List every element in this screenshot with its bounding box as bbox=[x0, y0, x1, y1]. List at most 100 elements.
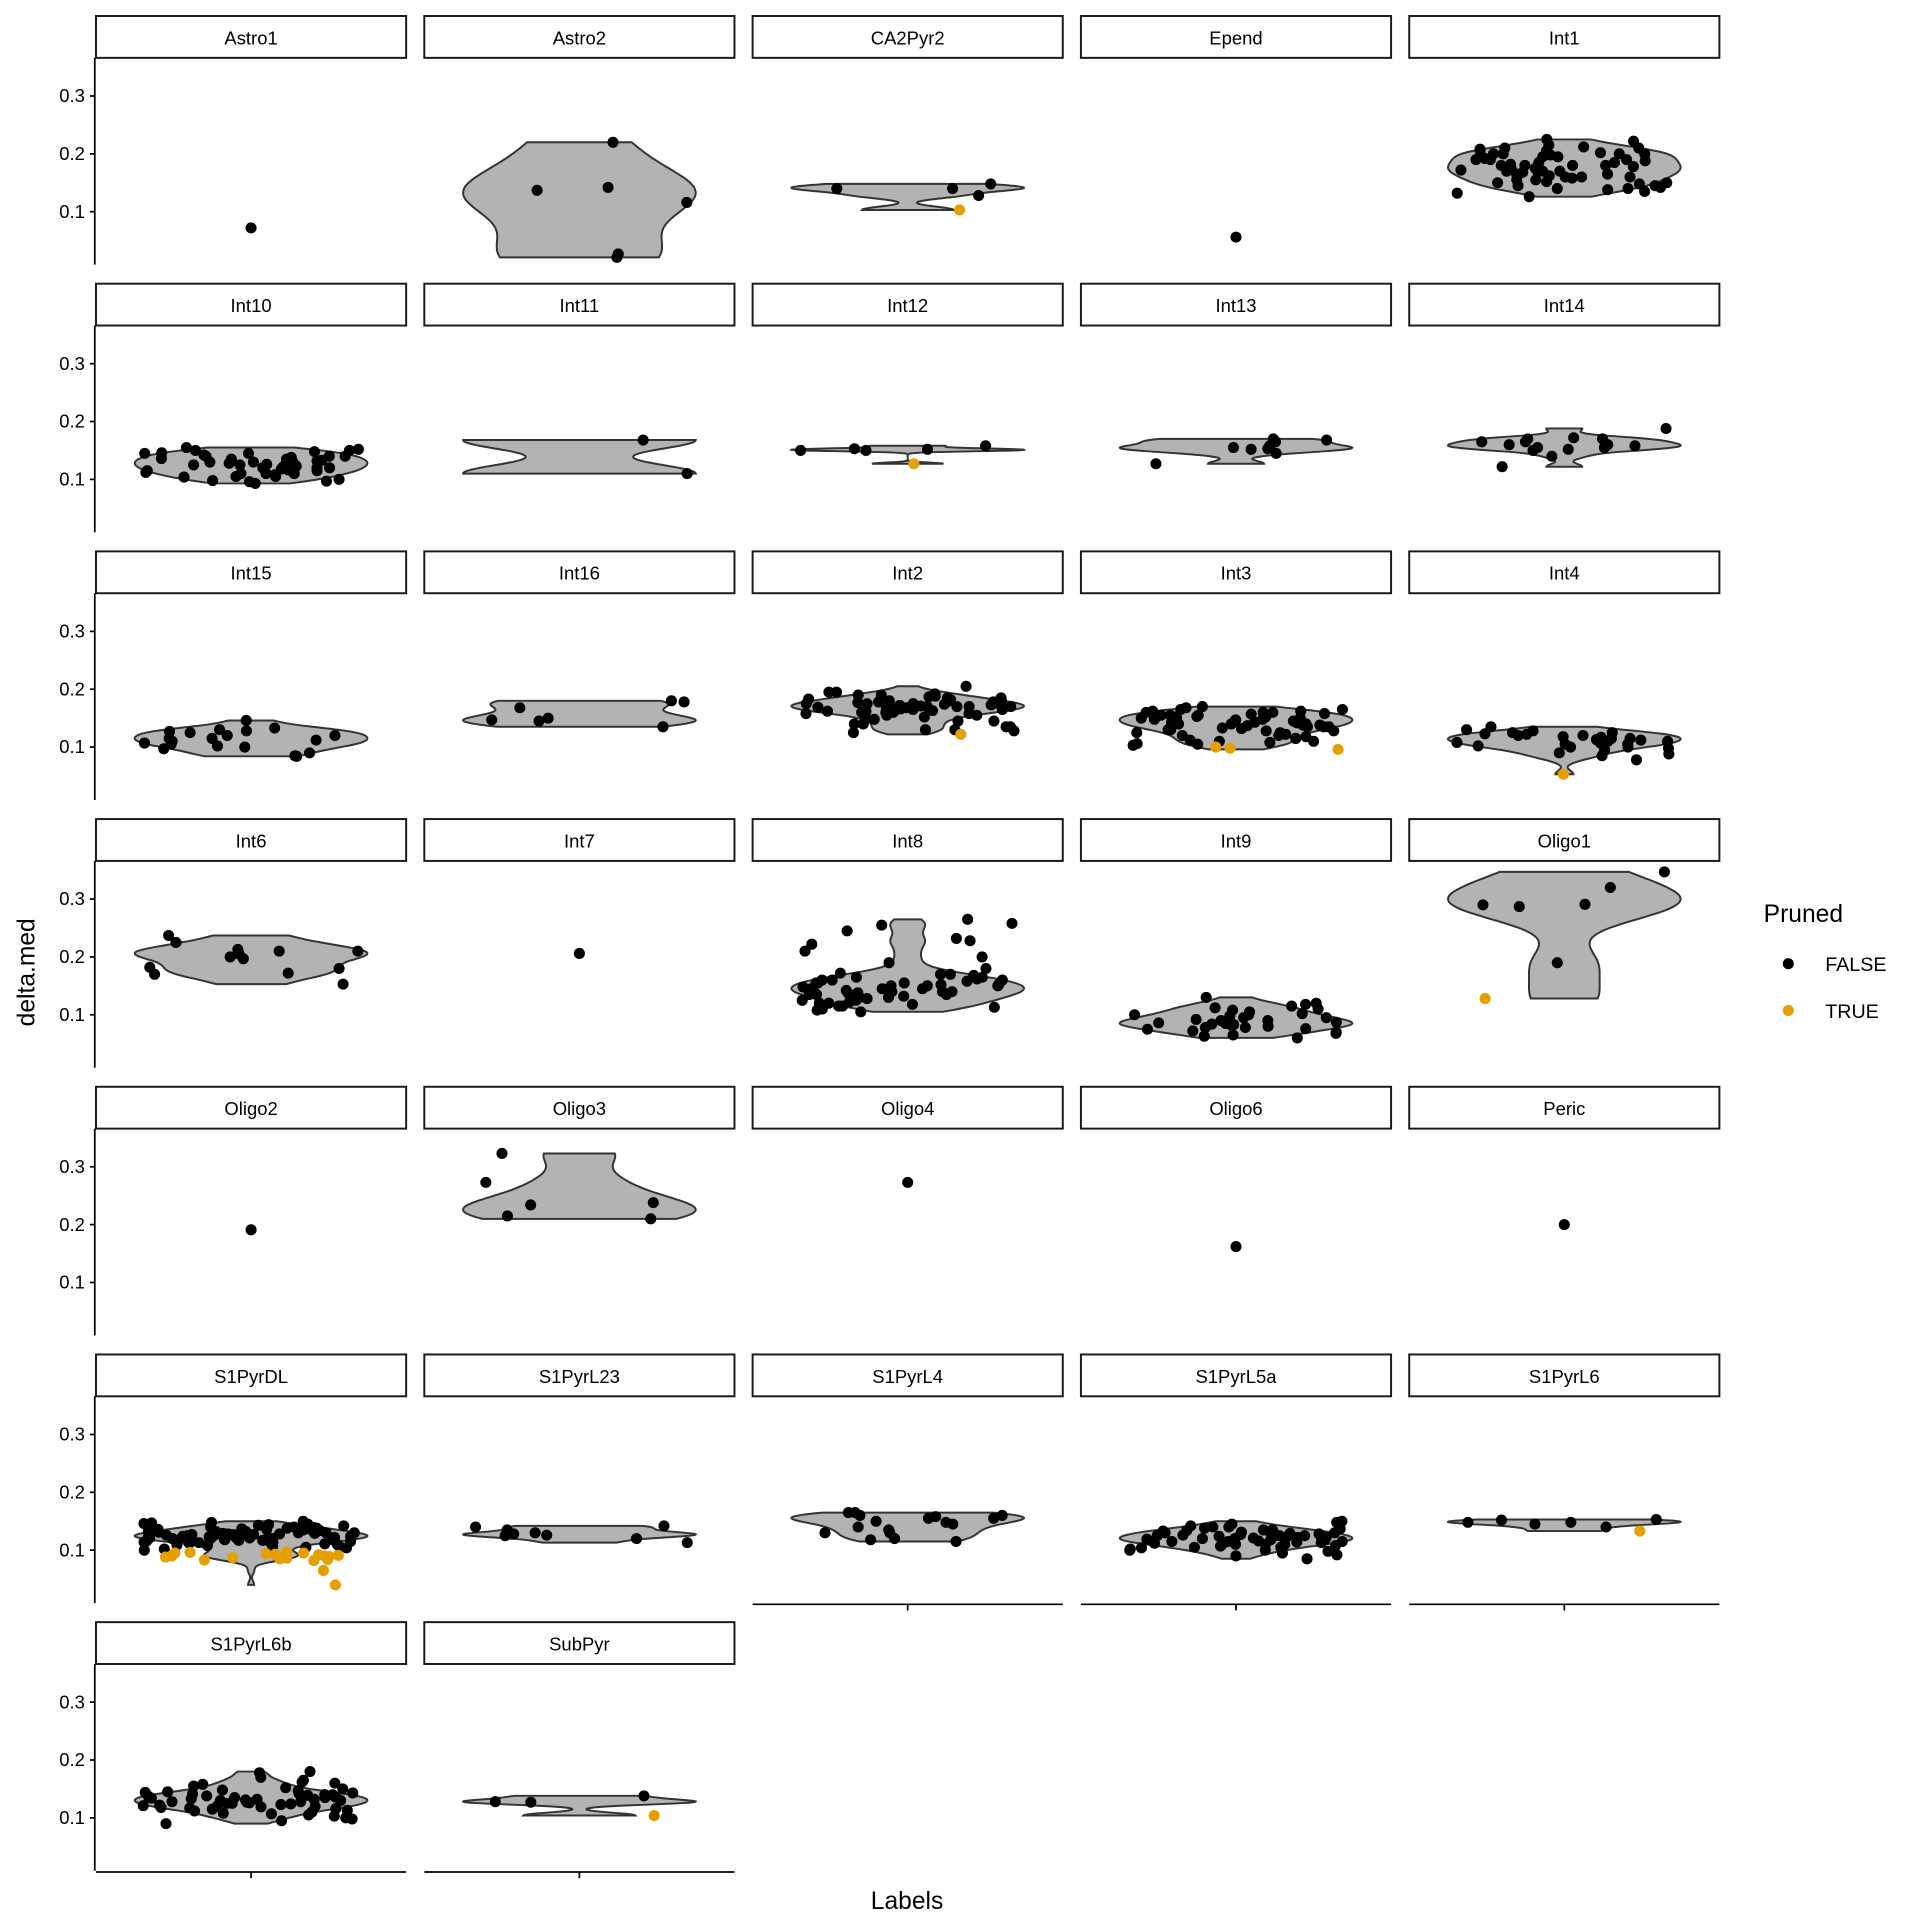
point-false bbox=[630, 1533, 643, 1545]
strip-label: Int15 bbox=[231, 563, 272, 584]
point-false bbox=[189, 444, 201, 456]
point-false bbox=[870, 1515, 882, 1527]
point-false bbox=[807, 984, 819, 996]
y-tick-label: 0.2 bbox=[59, 1481, 85, 1502]
point-false bbox=[1546, 450, 1558, 462]
point-false bbox=[514, 702, 526, 714]
point-false bbox=[1230, 1550, 1242, 1562]
point-false bbox=[812, 701, 824, 713]
strip-label: Int4 bbox=[1549, 563, 1580, 584]
point-false bbox=[1568, 432, 1580, 444]
strip-label: S1PyrDL bbox=[214, 1366, 288, 1387]
point-false bbox=[1268, 1527, 1280, 1539]
point-false bbox=[320, 475, 333, 487]
point-false bbox=[329, 1791, 341, 1803]
point-false bbox=[139, 447, 151, 459]
point-false bbox=[880, 706, 892, 718]
facet-panel-S1PyrDL: S1PyrDL 0.1 0.2 0.3 bbox=[59, 1353, 408, 1604]
point-false bbox=[1284, 1527, 1296, 1539]
point-false bbox=[841, 925, 853, 937]
point-false bbox=[1141, 1023, 1154, 1035]
strip bbox=[95, 1353, 408, 1398]
point-false bbox=[232, 943, 244, 955]
point-false bbox=[1553, 747, 1565, 759]
point-false bbox=[1131, 727, 1143, 739]
point-false bbox=[1192, 738, 1204, 750]
point-false bbox=[486, 714, 498, 726]
point-false bbox=[1522, 433, 1534, 445]
point-false bbox=[245, 1224, 257, 1236]
legend-label-false: FALSE bbox=[1825, 954, 1886, 976]
strip-label: Int8 bbox=[892, 830, 923, 851]
point-false bbox=[156, 447, 168, 459]
point-false bbox=[193, 1537, 205, 1549]
point-false bbox=[1660, 422, 1672, 435]
point-false bbox=[188, 459, 200, 471]
point-false bbox=[850, 971, 862, 983]
strip bbox=[751, 282, 1064, 327]
point-false bbox=[234, 459, 246, 471]
point-false bbox=[940, 988, 953, 1001]
point-false bbox=[1188, 1541, 1200, 1553]
point-false bbox=[142, 1525, 154, 1537]
point-true bbox=[269, 1548, 281, 1560]
point-false bbox=[339, 450, 351, 462]
strip bbox=[1408, 818, 1721, 862]
point-false bbox=[348, 1527, 360, 1539]
point-true bbox=[260, 1548, 272, 1560]
point-false bbox=[480, 1176, 492, 1188]
point-false bbox=[681, 468, 693, 480]
facet-panel-Epend: Epend bbox=[1079, 15, 1393, 243]
strip bbox=[751, 1085, 1064, 1130]
strip-label: Int7 bbox=[564, 830, 595, 851]
point-false bbox=[245, 222, 257, 234]
point-false bbox=[542, 712, 554, 724]
point-false bbox=[1267, 706, 1279, 718]
point-false bbox=[1336, 703, 1348, 716]
point-false bbox=[1602, 439, 1614, 451]
strip-label: Int11 bbox=[560, 295, 600, 316]
point-false bbox=[1492, 177, 1504, 189]
strip bbox=[1408, 282, 1721, 327]
point-false bbox=[1505, 158, 1517, 170]
point-false bbox=[935, 979, 947, 991]
point-false bbox=[1540, 145, 1553, 157]
point-false bbox=[883, 695, 895, 707]
point-false bbox=[338, 1520, 350, 1532]
point-false bbox=[205, 1521, 217, 1533]
point-false bbox=[952, 715, 964, 727]
strip-label: S1PyrL6 bbox=[1529, 1366, 1600, 1387]
point-false bbox=[1286, 1000, 1298, 1012]
facet-panel-Int16: Int16 bbox=[423, 550, 736, 733]
point-false bbox=[1217, 1538, 1229, 1550]
point-false bbox=[848, 443, 860, 455]
point-false bbox=[842, 987, 854, 999]
point-false bbox=[1270, 447, 1282, 459]
point-true bbox=[1557, 768, 1569, 780]
point-false bbox=[1291, 1536, 1303, 1548]
point-false bbox=[1565, 1516, 1577, 1528]
strip bbox=[751, 15, 1064, 59]
violin bbox=[790, 1511, 1026, 1543]
facet-panel-Int12: Int12 bbox=[751, 282, 1064, 470]
point-false bbox=[1479, 728, 1491, 740]
point-false bbox=[280, 1782, 292, 1794]
point-false bbox=[260, 1534, 272, 1546]
legend-label-true: TRUE bbox=[1825, 1001, 1879, 1023]
point-false bbox=[329, 1777, 341, 1789]
point-false bbox=[823, 686, 835, 698]
point-true bbox=[166, 1550, 178, 1562]
point-false bbox=[1455, 164, 1467, 176]
point-false bbox=[327, 1534, 339, 1546]
strip-label: Astro1 bbox=[224, 27, 277, 48]
point-false bbox=[1576, 171, 1588, 183]
facet-panels: Astro1 0.1 0.2 0.3 Astro2 CA2Pyr2 Epend Int1 Int… bbox=[59, 15, 1721, 1879]
facet-panel-Int15: Int15 0.1 0.2 0.3 bbox=[59, 550, 408, 800]
point-false bbox=[243, 476, 256, 488]
point-false bbox=[1523, 191, 1535, 203]
point-false bbox=[843, 996, 855, 1008]
point-false bbox=[916, 983, 929, 995]
point-false bbox=[980, 440, 992, 452]
point-false bbox=[352, 945, 364, 957]
point-false bbox=[1602, 184, 1614, 196]
